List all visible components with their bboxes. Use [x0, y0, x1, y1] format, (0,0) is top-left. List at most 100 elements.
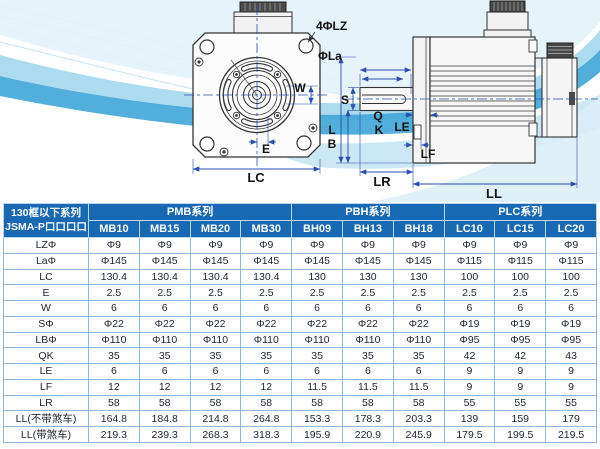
- label-le: LE: [394, 120, 409, 134]
- model-header-row: MB10 MB15 MB20 MB30 BH09 BH13 BH18 LC10 LC15 LC20: [4, 220, 597, 238]
- model-header: BH13: [341, 220, 394, 238]
- table-cell: Φ22: [341, 315, 394, 333]
- label-l: L: [328, 123, 335, 137]
- table-row: LR 58 58 58 58 58 58 58 55 55 55: [3, 394, 597, 412]
- table-cell: Φ22: [240, 315, 293, 333]
- table-cell: Φ22: [138, 315, 191, 333]
- model-header: LC15: [494, 220, 547, 238]
- row-label: SΦ: [3, 315, 89, 333]
- table-cell: 6: [240, 363, 293, 380]
- table-cell: 100: [494, 268, 547, 286]
- table-cell: Φ110: [88, 331, 140, 349]
- table-cell: 100: [545, 268, 597, 286]
- label-e: E: [262, 142, 270, 156]
- table-cell: 130.4: [189, 268, 242, 286]
- table-cell: 9: [494, 378, 547, 396]
- table-cell: Φ110: [291, 331, 343, 349]
- label-4philz: 4ΦLZ: [316, 19, 347, 33]
- label-b: B: [328, 137, 337, 151]
- table-row: LE 6 6 6 6 6 6 6 9 9 9: [3, 363, 597, 380]
- table-cell: 35: [138, 347, 191, 365]
- table-cell: 35: [240, 347, 293, 365]
- table-cell: Φ9: [341, 237, 394, 254]
- table-cell: 58: [88, 394, 140, 412]
- table-cell: 203.3: [392, 410, 445, 428]
- table-cell: 58: [189, 394, 242, 412]
- dimension-spec-table: 130框以下系列 JSMA-P口口口口 PMB系列 PBH系列 PLC系列 MB10…: [3, 203, 598, 443]
- table-cell: Φ22: [88, 315, 140, 333]
- label-ll: LL: [486, 186, 502, 201]
- table-cell: 6: [291, 300, 343, 317]
- row-label: LZΦ: [3, 237, 89, 254]
- table-cell: 42: [494, 347, 547, 365]
- table-cell: Φ9: [138, 237, 191, 254]
- table-cell: 9: [545, 363, 597, 380]
- row-label: LE: [3, 363, 89, 380]
- table-cell: 139: [443, 410, 496, 428]
- table-cell: 2.5: [240, 284, 293, 302]
- table-row: E 2.5 2.5 2.5 2.5 2.5 2.5 2.5 2.5 2.5 2.5: [3, 284, 597, 302]
- table-cell: Φ145: [88, 252, 140, 270]
- table-cell: 6: [341, 300, 394, 317]
- table-cell: Φ9: [494, 237, 547, 254]
- table-cell: Φ115: [443, 252, 496, 270]
- model-header: MB20: [189, 220, 242, 238]
- row-label: LF: [3, 378, 89, 396]
- table-cell: 264.8: [240, 410, 293, 428]
- table-cell: 12: [189, 378, 242, 396]
- table-cell: Φ115: [545, 252, 597, 270]
- label-phila: ΦLa: [318, 49, 342, 63]
- table-cell: 130.4: [138, 268, 191, 286]
- table-cell: 268.3: [189, 426, 242, 443]
- label-w: W: [294, 81, 306, 95]
- table-cell: 2.5: [494, 284, 547, 302]
- table-row: LC 130.4 130.4 130.4 130.4 130 130 130 100 100 100: [3, 268, 597, 286]
- table-cell: 6: [341, 363, 394, 380]
- table-cell: 2.5: [443, 284, 496, 302]
- table-row: LBΦ Φ110 Φ110 Φ110 Φ110 Φ110 Φ110 Φ110 Φ95 Φ95 Φ95: [3, 331, 597, 349]
- table-cell: 58: [291, 394, 343, 412]
- row-label: E: [3, 284, 89, 302]
- table-cell: Φ110: [189, 331, 242, 349]
- table-cell: 219.3: [88, 426, 140, 443]
- table-cell: 6: [138, 300, 191, 317]
- table-cell: 58: [138, 394, 191, 412]
- side-motor-body: [429, 36, 536, 164]
- table-cell: 58: [240, 394, 293, 412]
- table-cell: 11.5: [392, 378, 445, 396]
- table-cell: 43: [545, 347, 597, 365]
- table-cell: Φ9: [240, 237, 293, 254]
- table-cell: 11.5: [291, 378, 343, 396]
- table-cell: 35: [189, 347, 242, 365]
- label-k: K: [375, 123, 384, 137]
- table-cell: 6: [545, 300, 597, 317]
- side-view-drawing: [344, 0, 598, 164]
- table-cell: Φ9: [443, 237, 496, 254]
- row-label: W: [3, 300, 89, 317]
- table-cell: 2.5: [189, 284, 242, 302]
- table-cell: Φ95: [443, 331, 496, 349]
- table-cell: 6: [88, 363, 140, 380]
- dimension-labels: 4ΦLZ ΦLa W E LC S Q K L B LE LF LR LL: [247, 19, 502, 201]
- row-label: LC: [3, 268, 89, 286]
- side-connector-body: [486, 11, 529, 31]
- table-row: LF 12 12 12 12 11.5 11.5 11.5 9 9 9: [3, 378, 597, 396]
- table-cell: Φ145: [138, 252, 191, 270]
- table-cell: 153.3: [291, 410, 343, 428]
- table-cell: 318.3: [240, 426, 293, 443]
- model-header: LC10: [443, 220, 496, 238]
- table-cell: 130.4: [88, 268, 140, 286]
- table-cell: Φ19: [494, 315, 547, 333]
- table-cell: 35: [392, 347, 445, 365]
- table-cell: 220.9: [341, 426, 394, 443]
- table-cell: 184.8: [138, 410, 191, 428]
- front-small-screws: [194, 57, 318, 157]
- front-centerlines: [184, 5, 330, 166]
- side-connector-cap: [489, 0, 526, 13]
- table-row: LaΦ Φ145 Φ145 Φ145 Φ145 Φ145 Φ145 Φ145 Φ115 Φ115 Φ…: [3, 252, 597, 270]
- label-s: S: [341, 93, 349, 107]
- table-cell: Φ22: [189, 315, 242, 333]
- front-connector-body: [233, 11, 293, 34]
- table-cell: 35: [291, 347, 343, 365]
- table-cell: 58: [392, 394, 445, 412]
